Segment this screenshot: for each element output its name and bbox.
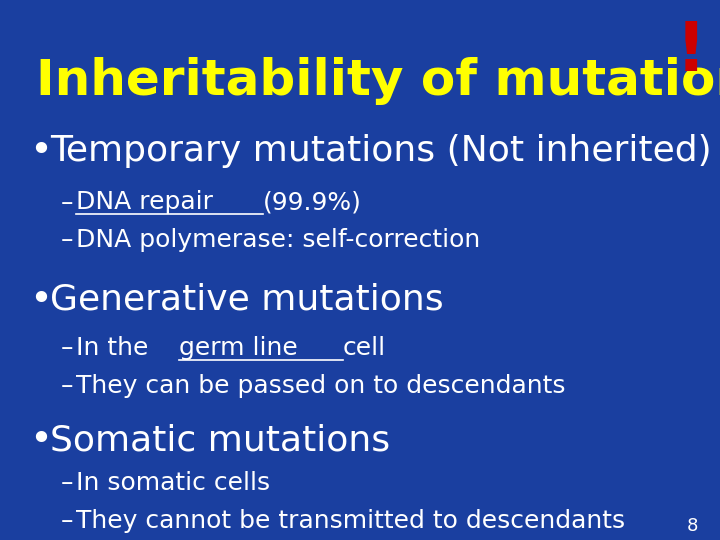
Text: •: • — [29, 132, 52, 170]
Text: –: – — [61, 471, 73, 495]
Text: •: • — [29, 281, 52, 319]
Text: –: – — [61, 191, 73, 214]
Text: 8: 8 — [687, 517, 698, 535]
Text: germ line: germ line — [179, 336, 306, 360]
Text: cell: cell — [343, 336, 386, 360]
Text: (99.9%): (99.9%) — [263, 191, 361, 214]
Text: They cannot be transmitted to descendants: They cannot be transmitted to descendant… — [76, 509, 625, 533]
Text: •: • — [29, 421, 52, 459]
Text: They can be passed on to descendants: They can be passed on to descendants — [76, 374, 565, 398]
Text: Inheritability of mutations: Inheritability of mutations — [36, 57, 720, 105]
Text: DNA repair: DNA repair — [76, 191, 220, 214]
Text: In somatic cells: In somatic cells — [76, 471, 270, 495]
Text: –: – — [61, 336, 73, 360]
Text: !: ! — [676, 19, 706, 85]
Text: Temporary mutations (Not inherited): Temporary mutations (Not inherited) — [50, 134, 712, 168]
Text: Somatic mutations: Somatic mutations — [50, 423, 390, 457]
Text: DNA polymerase: self-correction: DNA polymerase: self-correction — [76, 228, 480, 252]
Text: Generative mutations: Generative mutations — [50, 283, 444, 316]
Text: –: – — [61, 228, 73, 252]
Text: In the: In the — [76, 336, 156, 360]
Text: –: – — [61, 509, 73, 533]
Text: –: – — [61, 374, 73, 398]
